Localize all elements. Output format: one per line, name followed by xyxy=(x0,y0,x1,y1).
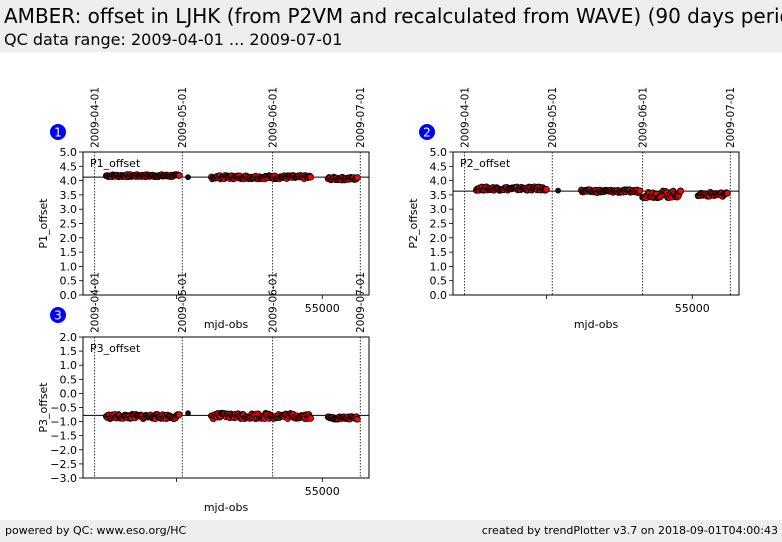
y-tick-label: 4.0 xyxy=(430,175,448,188)
date-marker-label: 2009-07-01 xyxy=(355,87,367,148)
date-marker-label: 2009-04-01 xyxy=(460,87,472,148)
footer-created-by: created by trendPlotter v3.7 on 2018-09-… xyxy=(481,524,778,537)
x-axis-label: mjd-obs xyxy=(574,318,619,331)
x-axis-label: mjd-obs xyxy=(204,318,249,331)
data-point xyxy=(175,411,183,419)
y-tick-label: 0.0 xyxy=(430,289,448,302)
y-axis-label: P1_offset xyxy=(37,198,50,249)
y-tick-label: 1.0 xyxy=(60,260,78,273)
y-tick-label: −0.5 xyxy=(50,402,77,415)
y-tick-label: 1.0 xyxy=(60,359,78,372)
date-marker-label: 2009-04-01 xyxy=(90,272,102,333)
y-tick-label: −1.0 xyxy=(50,416,77,429)
data-point xyxy=(307,414,315,422)
data-point xyxy=(555,187,561,194)
y-tick-label: 4.5 xyxy=(60,160,78,173)
panel-number-badge xyxy=(419,124,435,140)
data-point xyxy=(542,185,550,193)
y-tick-label: −1.5 xyxy=(50,430,77,443)
date-marker-label: 2009-06-01 xyxy=(268,87,280,148)
y-tick-label: 1.0 xyxy=(430,260,448,273)
data-point xyxy=(175,172,183,179)
y-axis-label: P3_offset xyxy=(37,382,50,433)
chart-panel-3: 3 2009-04-01 2009-05-01 2009-06-01 2009-07-0… xyxy=(37,272,370,514)
x-axis-label: mjd-obs xyxy=(204,501,249,514)
x-tick-label: 55000 xyxy=(305,302,340,315)
y-tick-label: 3.5 xyxy=(430,189,448,202)
date-marker-label: 2009-06-01 xyxy=(268,272,280,333)
series-label: P2_offset xyxy=(460,157,511,170)
y-tick-label: 4.0 xyxy=(60,175,78,188)
data-point xyxy=(677,187,685,195)
panel-number-label: 2 xyxy=(423,126,431,140)
series-label: P3_offset xyxy=(90,342,141,355)
y-tick-label: −2.5 xyxy=(50,458,77,471)
date-marker-label: 2009-05-01 xyxy=(177,272,189,333)
y-tick-label: 2.0 xyxy=(60,331,78,344)
footer-bar: powered by QC: www.eso.org/HC created by… xyxy=(0,520,782,542)
panel-number-label: 3 xyxy=(54,309,62,323)
data-point xyxy=(636,187,644,195)
y-tick-label: 0.5 xyxy=(60,275,78,288)
date-marker-label: 2009-05-01 xyxy=(177,87,189,148)
header-bar: AMBER: offset in LJHK (from P2VM and rec… xyxy=(0,0,782,52)
page-title: AMBER: offset in LJHK (from P2VM and rec… xyxy=(4,4,782,28)
y-tick-label: 0.5 xyxy=(430,275,448,288)
series-label: P1_offset xyxy=(90,157,141,170)
y-tick-label: 2.5 xyxy=(60,218,78,231)
date-marker-label: 2009-05-01 xyxy=(547,87,559,148)
data-point xyxy=(353,174,361,181)
panel-number-badge xyxy=(50,307,66,323)
x-tick-label: 55000 xyxy=(305,485,340,498)
y-tick-label: 5.0 xyxy=(430,146,448,159)
y-tick-label: 1.5 xyxy=(60,246,78,259)
panel-number-label: 1 xyxy=(54,126,62,140)
y-tick-label: 1.5 xyxy=(430,246,448,259)
y-tick-label: −2.0 xyxy=(50,444,77,457)
y-tick-label: 2.0 xyxy=(60,232,78,245)
date-marker-label: 2009-06-01 xyxy=(638,87,650,148)
y-tick-label: 0.5 xyxy=(60,373,78,386)
date-marker-label: 2009-04-01 xyxy=(90,87,102,148)
date-marker-label: 2009-07-01 xyxy=(355,272,367,333)
data-point xyxy=(307,173,315,181)
y-tick-label: 4.5 xyxy=(430,160,448,173)
y-axis-label: P2_offset xyxy=(407,198,420,249)
y-tick-label: 3.0 xyxy=(60,203,78,216)
x-tick-label: 55000 xyxy=(675,302,710,315)
y-tick-label: 0.0 xyxy=(60,387,78,400)
plot-frame xyxy=(82,336,370,479)
y-tick-label: 0.0 xyxy=(60,289,78,302)
y-tick-label: 2.0 xyxy=(430,232,448,245)
chart-panel-1: 1 2009-04-01 2009-05-01 2009-06-01 2009-07-0… xyxy=(37,87,370,331)
y-tick-label: 3.5 xyxy=(60,189,78,202)
y-tick-label: 2.5 xyxy=(430,218,448,231)
chart-panel-2: 2 2009-04-01 2009-05-01 2009-06-01 2009-07-0… xyxy=(407,87,740,331)
data-point xyxy=(353,415,361,423)
data-point xyxy=(185,174,191,181)
y-tick-label: −3.0 xyxy=(50,472,77,485)
data-point xyxy=(185,410,191,417)
footer-powered-by: powered by QC: www.eso.org/HC xyxy=(5,524,187,537)
page-subtitle: QC data range: 2009-04-01 ... 2009-07-01 xyxy=(4,30,343,49)
plot-frame xyxy=(452,151,740,296)
data-point xyxy=(723,189,731,197)
y-tick-label: 5.0 xyxy=(60,146,78,159)
panel-number-badge xyxy=(50,124,66,140)
y-tick-label: 1.5 xyxy=(60,345,78,358)
date-marker-label: 2009-07-01 xyxy=(725,87,737,148)
y-tick-label: 3.0 xyxy=(430,203,448,216)
